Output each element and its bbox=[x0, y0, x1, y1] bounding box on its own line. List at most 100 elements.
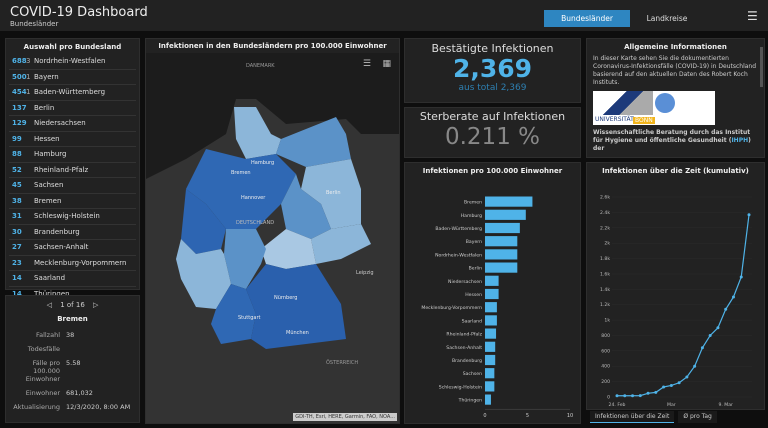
list-item[interactable]: 454 1 Baden-Württemberg bbox=[9, 85, 136, 101]
map-panel[interactable]: Infektionen in den Bundesländern pro 100… bbox=[145, 38, 400, 424]
data-point[interactable] bbox=[631, 394, 635, 398]
bar[interactable] bbox=[485, 302, 497, 313]
tab-landkreise[interactable]: Landkreise bbox=[646, 14, 688, 23]
data-point[interactable] bbox=[638, 394, 642, 398]
y-tick-label: 2.2k bbox=[600, 225, 610, 231]
data-point[interactable] bbox=[731, 295, 735, 299]
data-point[interactable] bbox=[716, 326, 720, 330]
tab-infections-over-time[interactable]: Infektionen über die Zeit bbox=[590, 411, 675, 423]
bar[interactable] bbox=[485, 196, 533, 207]
detail-row: Einwohner 681,032 bbox=[10, 387, 132, 399]
data-point[interactable] bbox=[685, 375, 689, 379]
next-arrow-icon[interactable]: ▷ bbox=[93, 301, 99, 309]
detail-value: 5.58 bbox=[66, 359, 81, 367]
bar[interactable] bbox=[485, 328, 497, 339]
data-point[interactable] bbox=[739, 275, 743, 279]
data-point[interactable] bbox=[615, 394, 619, 398]
bar[interactable] bbox=[485, 275, 499, 286]
region-bayern bbox=[246, 264, 346, 349]
state-name: Nordrhein-Westfalen bbox=[34, 57, 106, 66]
list-item[interactable]: 45 Sachsen bbox=[9, 178, 136, 194]
info-scrollbar[interactable] bbox=[760, 47, 763, 87]
bar[interactable] bbox=[485, 341, 496, 352]
data-point[interactable] bbox=[623, 394, 627, 398]
bar[interactable] bbox=[485, 222, 520, 234]
data-point[interactable] bbox=[700, 346, 704, 350]
bar[interactable] bbox=[485, 354, 496, 366]
list-item[interactable]: 38 Bremen bbox=[9, 194, 136, 209]
region-nrw bbox=[181, 189, 226, 254]
state-name: Rheinland-Pfalz bbox=[34, 165, 89, 174]
y-tick-label: 1.6k bbox=[600, 271, 610, 277]
bar[interactable] bbox=[485, 236, 518, 247]
data-point[interactable] bbox=[693, 364, 697, 368]
prev-arrow-icon[interactable]: ◁ bbox=[46, 301, 52, 309]
bar[interactable] bbox=[485, 249, 518, 260]
bar[interactable] bbox=[485, 381, 495, 392]
list-item[interactable]: 500 1 Bayern bbox=[9, 70, 136, 85]
list-item[interactable]: 31 Schleswig-Holstein bbox=[9, 209, 136, 225]
y-tick-label: 1.8k bbox=[600, 256, 610, 262]
list-item[interactable]: 688 3 Nordrhein-Westfalen bbox=[9, 54, 136, 70]
data-point[interactable] bbox=[677, 381, 681, 385]
line-chart: 0 200 400 600 800 1k 1.2k 1.4k 1.6k 1.8k 2k 2.2k 2.4… bbox=[600, 195, 752, 408]
basemap-gallery-icon[interactable]: ▦ bbox=[382, 59, 391, 69]
list-item[interactable]: 129 Niedersachsen bbox=[9, 116, 136, 132]
y-tick-label: 200 bbox=[601, 379, 610, 385]
data-point[interactable] bbox=[669, 383, 673, 387]
bar[interactable] bbox=[485, 262, 518, 273]
state-name: Baden-Württemberg bbox=[34, 88, 106, 97]
bar[interactable] bbox=[485, 209, 526, 220]
case-count: 52 bbox=[12, 165, 22, 174]
death-count: 1 bbox=[26, 72, 31, 81]
hamburger-icon[interactable]: ☰ bbox=[747, 9, 758, 23]
data-point[interactable] bbox=[654, 390, 658, 394]
y-tick-label: 2k bbox=[604, 241, 610, 247]
detail-panel: ◁ 1 of 16 ▷ Bremen Fallzahl 38 Todesfälle F… bbox=[5, 295, 140, 423]
bar[interactable] bbox=[485, 394, 491, 405]
detail-row: Fallzahl 38 bbox=[10, 329, 132, 341]
detail-key: Todesfälle bbox=[27, 345, 60, 353]
case-count: 23 bbox=[12, 258, 22, 267]
case-count: 14 bbox=[12, 274, 22, 283]
legend-icon[interactable]: ☰ bbox=[362, 59, 371, 69]
x-tick-label: 5 bbox=[526, 413, 529, 419]
y-tick-label: 600 bbox=[601, 348, 610, 354]
region-thueringen bbox=[261, 229, 316, 269]
map-label: Hamburg bbox=[251, 160, 274, 166]
list-item[interactable]: 14 Saarland bbox=[9, 271, 136, 287]
tab-bundeslaender[interactable]: Bundesländer bbox=[544, 10, 630, 27]
bar[interactable] bbox=[485, 368, 495, 379]
case-count: 45 bbox=[12, 181, 22, 190]
list-item[interactable]: 137 Berlin bbox=[9, 101, 136, 116]
kpi-infections: Bestätigte Infektionen 2,369 aus total 2… bbox=[404, 38, 581, 103]
list-item[interactable]: 99 Hessen bbox=[9, 132, 136, 147]
detail-value: 12/3/2020, 8:00 AM bbox=[66, 403, 131, 411]
bar-label: Schleswig-Holstein bbox=[439, 384, 482, 390]
detail-value: 681,032 bbox=[66, 389, 93, 397]
data-point[interactable] bbox=[662, 385, 666, 389]
data-point[interactable] bbox=[646, 391, 650, 395]
region-sachsen bbox=[311, 224, 371, 264]
detail-value: 38 bbox=[66, 331, 75, 339]
list-item[interactable]: 88 Hamburg bbox=[9, 147, 136, 163]
bar[interactable] bbox=[485, 288, 499, 300]
y-tick-label: 1k bbox=[604, 318, 610, 324]
data-point[interactable] bbox=[747, 213, 751, 217]
case-count: 38 bbox=[12, 196, 22, 205]
list-item[interactable]: 52 Rheinland-Pfalz bbox=[9, 163, 136, 178]
bar[interactable] bbox=[485, 315, 497, 326]
line-chart-title: Infektionen über die Zeit (kumulativ) bbox=[602, 167, 749, 175]
data-point[interactable] bbox=[724, 307, 728, 311]
ihph-link[interactable]: IHPH bbox=[731, 137, 749, 144]
tab-per-day[interactable]: Ø pro Tag bbox=[678, 411, 717, 423]
map-attribution: GDI-TH, Esri, HERE, Garmin, FAO, NOA... bbox=[293, 413, 397, 421]
data-point[interactable] bbox=[708, 333, 712, 337]
list-item[interactable]: 23 Mecklenburg-Vorpommern bbox=[9, 256, 136, 271]
list-item[interactable]: 30 Brandenburg bbox=[9, 225, 136, 240]
detail-key: Einwohner bbox=[25, 389, 60, 397]
map[interactable]: Hamburg Bremen Hannover Berlin DEUTSCHLA… bbox=[146, 39, 400, 424]
case-count: 30 bbox=[12, 227, 22, 236]
list-item[interactable]: 27 Sachsen-Anhalt bbox=[9, 240, 136, 256]
